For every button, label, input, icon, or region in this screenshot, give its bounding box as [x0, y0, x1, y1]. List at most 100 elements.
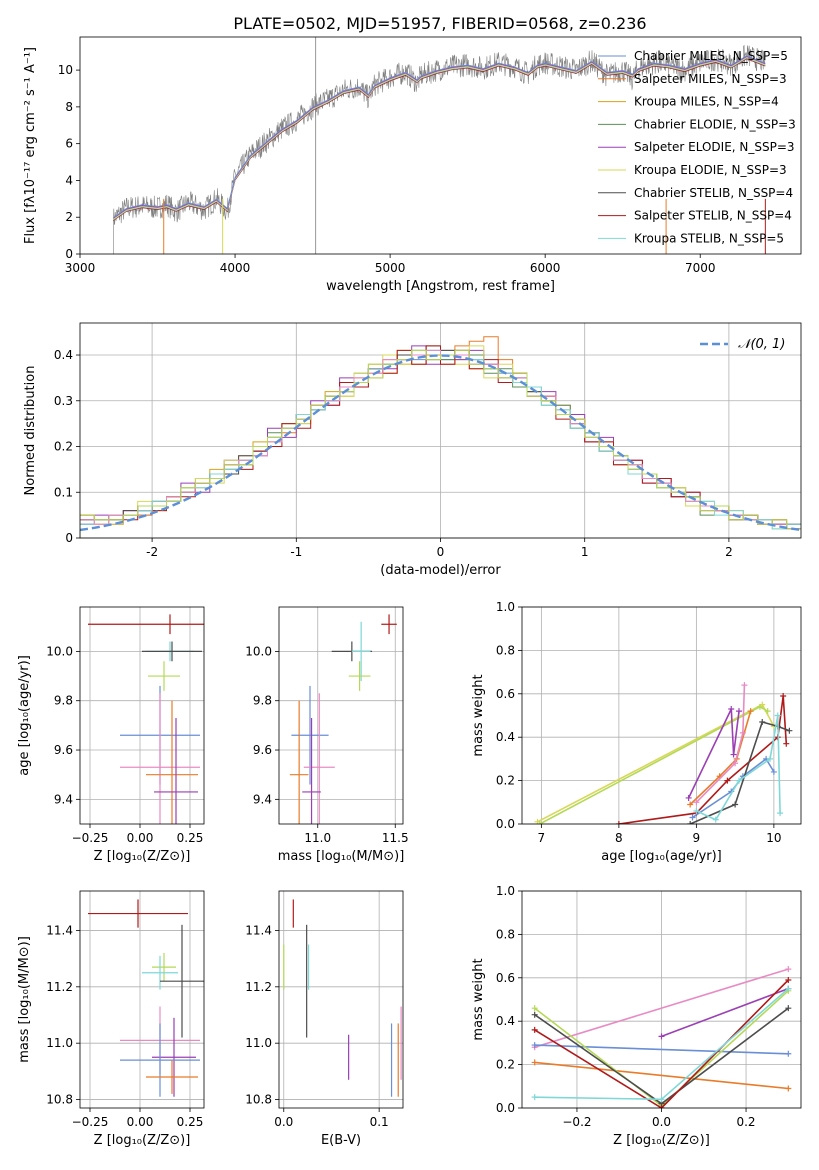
y-tick-label: 4 [65, 173, 73, 187]
x-axis-label: E(B-V) [321, 1133, 361, 1148]
y-axis-label: mass weight [471, 958, 486, 1040]
y-tick-label: 0.4 [54, 348, 73, 362]
plot-area [283, 899, 402, 1097]
weight-marker [785, 985, 792, 992]
y-tick-label: 9.6 [54, 743, 73, 757]
weight-vs-age-panel: 7 8 9 10 0.0 0.2 0.4 0.6 0.8 1.0 age [log₁₀(age/yr… [471, 600, 802, 864]
x-tick-label: 10 [766, 831, 781, 845]
x-tick-label: 11.5 [382, 831, 409, 845]
weight-marker [724, 777, 731, 784]
y-tick-label: 10.8 [46, 1093, 73, 1107]
x-tick-label: 0 [437, 545, 445, 559]
y-tick-label: 10.0 [245, 644, 272, 658]
x-axis-label: Z [log₁₀(Z/Z⊙)] [613, 1133, 710, 1148]
weight-marker [732, 760, 739, 767]
model-spectrum-line [113, 55, 766, 218]
data-spectrum-line [113, 44, 766, 254]
y-tick-label: 0.6 [496, 971, 515, 985]
x-tick-label: 5000 [375, 261, 406, 275]
weight-marker [741, 682, 748, 689]
legend-label: Chabrier MILES, N_SSP=5 [634, 49, 788, 63]
y-tick-label: 0.0 [496, 817, 515, 831]
y-tick-label: 0.2 [496, 1058, 515, 1072]
weight-marker [747, 708, 754, 715]
weight-line [534, 1044, 789, 1055]
weight-marker [685, 794, 692, 801]
weight-marker [658, 1105, 665, 1108]
y-tick-label: 10.8 [245, 1093, 272, 1107]
y-tick-label: 9.4 [54, 792, 73, 806]
y-tick-label: 11.4 [245, 923, 272, 937]
weight-marker [658, 1033, 665, 1040]
weight-marker [693, 807, 700, 814]
model-spectrum-line [113, 57, 766, 221]
weight-line [534, 979, 789, 1108]
plot-area [534, 682, 793, 824]
y-tick-label: 1.0 [496, 884, 515, 898]
weight-marker [531, 1059, 538, 1066]
weight-marker [732, 801, 739, 808]
weight-marker [783, 740, 790, 747]
legend-label: Salpeter STELIB, N_SSP=4 [634, 209, 792, 223]
x-tick-label: 0.25 [177, 831, 204, 845]
legend-label: Kroupa STELIB, N_SSP=5 [634, 231, 784, 245]
weight-vs-metallicity-panel: −0.2 0.0 0.2 0.0 0.2 0.4 0.6 0.8 1.0 Z [log₁₀(Z/Z… [471, 884, 802, 1148]
weight-line [696, 715, 781, 821]
plot-area [531, 966, 792, 1108]
y-tick-label: 0.6 [496, 687, 515, 701]
axes-frame [79, 890, 205, 1109]
legend-label: Salpeter ELODIE, N_SSP=3 [634, 140, 795, 154]
legend-label: 𝒩(0, 1) [738, 337, 785, 352]
weight-line [661, 987, 789, 1038]
weight-line [689, 710, 752, 806]
axes-frame [79, 322, 802, 539]
weight-marker [658, 1096, 665, 1103]
figure-title: PLATE=0502, MJD=51957, FIBERID=0568, z=0… [233, 14, 646, 33]
axes-frame [278, 606, 404, 825]
x-tick-label: −0.25 [72, 1115, 109, 1129]
y-tick-label: 0.8 [496, 927, 515, 941]
x-tick-label: 6000 [530, 261, 561, 275]
x-tick-label: 3000 [65, 261, 96, 275]
weight-marker [736, 708, 742, 715]
weight-marker [785, 1050, 792, 1057]
x-tick-label: 0.2 [736, 1115, 755, 1129]
y-axis-label: mass [log₁₀(M/M⊙)] [17, 936, 32, 1063]
y-tick-label: 0.8 [496, 643, 515, 657]
weight-marker [786, 727, 793, 734]
weight-line [537, 703, 775, 823]
x-tick-label: −0.25 [72, 831, 109, 845]
model-spectrum-line [113, 56, 766, 219]
y-axis-label: Flux [fλ10⁻¹⁷ erg cm⁻² s⁻¹ A⁻¹] [23, 47, 38, 244]
legend-label: Chabrier STELIB, N_SSP=4 [634, 186, 793, 200]
weight-marker [531, 1094, 538, 1101]
y-tick-label: 0.4 [496, 1014, 515, 1028]
y-tick-label: 0.0 [496, 1101, 515, 1115]
y-axis-label: age [log₁₀(age/yr)] [17, 655, 32, 776]
weight-marker [730, 751, 737, 758]
y-tick-label: 0 [65, 531, 73, 545]
weight-line [534, 1061, 789, 1090]
age-vs-metallicity-panel: −0.25 0.00 0.25 9.4 9.6 9.8 10.0 Z [log₁₀(Z/Z⊙)… [17, 606, 205, 864]
x-tick-label: 0.1 [370, 1115, 389, 1129]
model-spectrum-line [113, 58, 766, 221]
plot-area [88, 899, 204, 1097]
axes-frame [79, 36, 802, 255]
legend-label: Kroupa MILES, N_SSP=4 [634, 95, 779, 109]
weight-marker [736, 777, 742, 784]
weight-marker [531, 1042, 538, 1049]
y-tick-label: 1.0 [496, 600, 515, 614]
x-tick-label: 2 [725, 545, 733, 559]
x-axis-label: wavelength [Angstrom, rest frame] [326, 279, 555, 294]
normal-curve [80, 354, 801, 532]
y-tick-label: 11.4 [46, 923, 73, 937]
y-tick-label: 0.3 [54, 394, 73, 408]
y-tick-label: 11.0 [245, 1036, 272, 1050]
axes-frame [79, 606, 205, 825]
model-spectrum-line [113, 56, 766, 220]
y-tick-label: 6 [65, 137, 73, 151]
weight-marker [531, 1011, 538, 1018]
x-tick-label: -2 [146, 545, 158, 559]
x-axis-label: mass [log₁₀(M/M⊙)] [278, 849, 405, 864]
